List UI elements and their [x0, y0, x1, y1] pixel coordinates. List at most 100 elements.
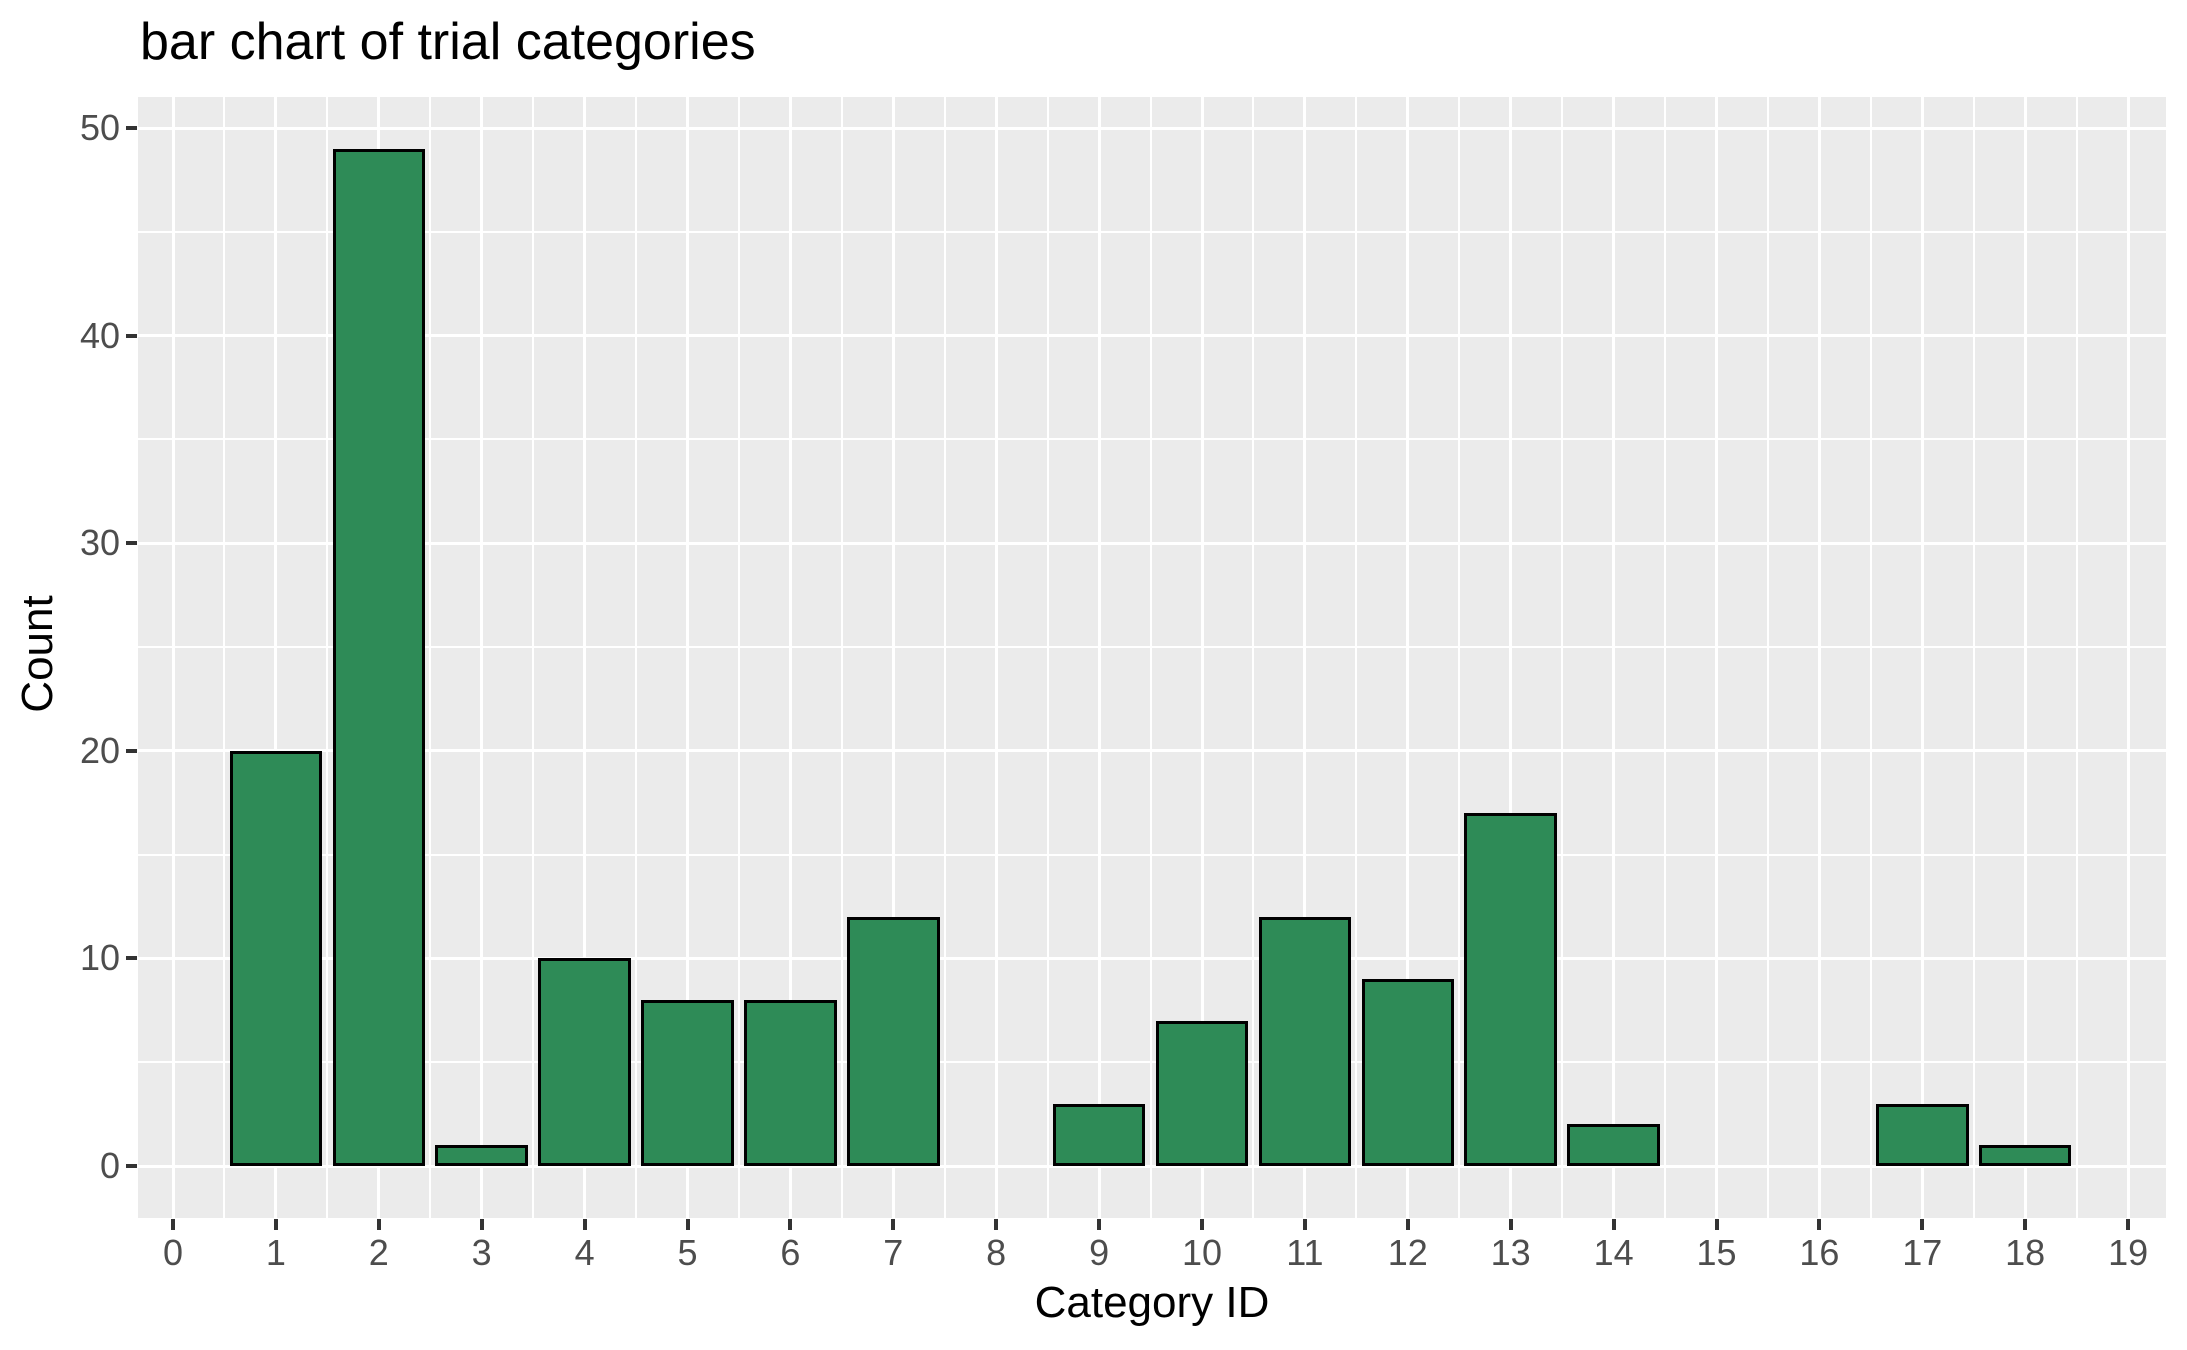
- y-tick-label-30: 30: [79, 522, 120, 564]
- y-tick-20: [126, 748, 137, 753]
- x-tick-15: [1714, 1219, 1719, 1230]
- x-tick-18: [2023, 1219, 2028, 1230]
- gridline-minor-v: [1561, 97, 1564, 1218]
- x-tick-label-12: 12: [1387, 1232, 1428, 1273]
- gridline-major-v: [1303, 97, 1307, 1218]
- gridline-minor-v: [943, 97, 946, 1218]
- x-tick-label-5: 5: [677, 1232, 698, 1273]
- gridline-major-v: [1406, 97, 1410, 1218]
- x-tick-12: [1405, 1219, 1410, 1230]
- gridline-major-v: [1509, 97, 1513, 1218]
- x-tick-label-7: 7: [883, 1232, 904, 1273]
- bar-category-18: [1978, 1145, 2072, 1166]
- gridline-minor-v: [737, 97, 740, 1218]
- gridline-major-v: [788, 97, 792, 1218]
- gridline-minor-v: [1972, 97, 1975, 1218]
- gridline-major-v: [1817, 97, 1821, 1218]
- x-tick-label-8: 8: [986, 1232, 1007, 1273]
- gridline-minor-v: [1355, 97, 1358, 1218]
- gridline-major-v: [274, 97, 278, 1218]
- gridline-major-h: [138, 749, 2166, 753]
- gridline-major-v: [2023, 97, 2027, 1218]
- bar-category-10: [1155, 1020, 1249, 1166]
- x-tick-17: [1920, 1219, 1925, 1230]
- bar-category-2: [332, 148, 426, 1166]
- plot-panel: [138, 97, 2166, 1218]
- x-tick-label-1: 1: [265, 1232, 286, 1273]
- x-tick-1: [273, 1219, 278, 1230]
- y-tick-10: [126, 956, 137, 961]
- y-tick-40: [126, 333, 137, 338]
- y-tick-30: [126, 541, 137, 546]
- x-tick-label-10: 10: [1181, 1232, 1223, 1273]
- x-tick-label-6: 6: [780, 1232, 801, 1273]
- gridline-minor-v: [840, 97, 843, 1218]
- x-tick-label-19: 19: [2108, 1232, 2149, 1273]
- gridline-minor-v: [532, 97, 535, 1218]
- y-tick-label-0: 0: [99, 1145, 120, 1186]
- y-tick-0: [126, 1164, 137, 1168]
- x-tick-7: [891, 1219, 896, 1230]
- gridline-major-v: [891, 97, 895, 1218]
- bar-category-1: [229, 750, 323, 1166]
- gridline-minor-v: [429, 97, 432, 1218]
- plot-title: bar chart of trial categories: [140, 13, 756, 71]
- bar-category-14: [1567, 1124, 1660, 1166]
- bar-category-4: [538, 958, 631, 1166]
- bar-category-6: [744, 999, 837, 1166]
- x-tick-label-11: 11: [1286, 1232, 1324, 1273]
- x-tick-label-3: 3: [471, 1232, 492, 1273]
- y-tick-50: [126, 126, 137, 130]
- gridline-major-v: [1200, 97, 1204, 1218]
- x-tick-label-13: 13: [1490, 1232, 1531, 1273]
- bar-category-3: [435, 1145, 528, 1166]
- gridline-minor-v: [635, 97, 638, 1218]
- x-tick-label-17: 17: [1902, 1232, 1943, 1273]
- x-tick-label-0: 0: [162, 1232, 184, 1273]
- bar-category-5: [641, 999, 734, 1166]
- x-tick-label-14: 14: [1593, 1232, 1634, 1273]
- y-tick-label-10: 10: [79, 937, 120, 979]
- y-tick-label-40: 40: [79, 314, 120, 356]
- x-tick-2: [376, 1219, 381, 1230]
- bar-category-12: [1361, 979, 1455, 1166]
- bar-category-9: [1052, 1103, 1146, 1166]
- bar-category-11: [1258, 916, 1352, 1166]
- gridline-minor-h: [138, 853, 2166, 856]
- x-axis-title: Category ID: [1034, 1278, 1270, 1327]
- bar-category-7: [847, 916, 940, 1166]
- x-tick-10: [1200, 1219, 1204, 1230]
- gridline-minor-v: [2075, 97, 2078, 1218]
- x-tick-16: [1817, 1219, 1822, 1230]
- gridline-minor-v: [1766, 97, 1769, 1218]
- gridline-minor-h: [138, 1061, 2166, 1064]
- x-tick-6: [788, 1219, 793, 1230]
- gridline-minor-v: [326, 97, 329, 1218]
- gridline-minor-h: [138, 438, 2166, 441]
- x-tick-4: [582, 1219, 587, 1230]
- x-tick-0: [171, 1219, 175, 1230]
- gridline-major-h: [138, 334, 2166, 338]
- gridline-minor-v: [1869, 97, 1872, 1218]
- gridline-major-h: [138, 1164, 2166, 1168]
- bar-category-13: [1464, 813, 1557, 1166]
- x-tick-9: [1097, 1219, 1102, 1230]
- gridline-major-v: [994, 97, 998, 1218]
- x-tick-13: [1508, 1219, 1513, 1230]
- gridline-minor-v: [1664, 97, 1667, 1218]
- gridline-minor-h: [138, 230, 2166, 233]
- gridline-minor-v: [223, 97, 226, 1218]
- gridline-major-h: [138, 541, 2166, 545]
- x-tick-label-16: 16: [1799, 1232, 1840, 1273]
- gridline-major-v: [583, 97, 587, 1218]
- gridline-major-h: [138, 956, 2166, 960]
- gridline-major-v: [1920, 97, 1924, 1218]
- gridline-major-v: [686, 97, 689, 1218]
- gridline-major-v: [2126, 97, 2130, 1218]
- x-tick-3: [479, 1219, 484, 1230]
- x-tick-label-4: 4: [574, 1232, 595, 1273]
- gridline-major-v: [1097, 97, 1101, 1218]
- x-tick-5: [685, 1219, 690, 1230]
- bar-category-17: [1876, 1103, 1969, 1166]
